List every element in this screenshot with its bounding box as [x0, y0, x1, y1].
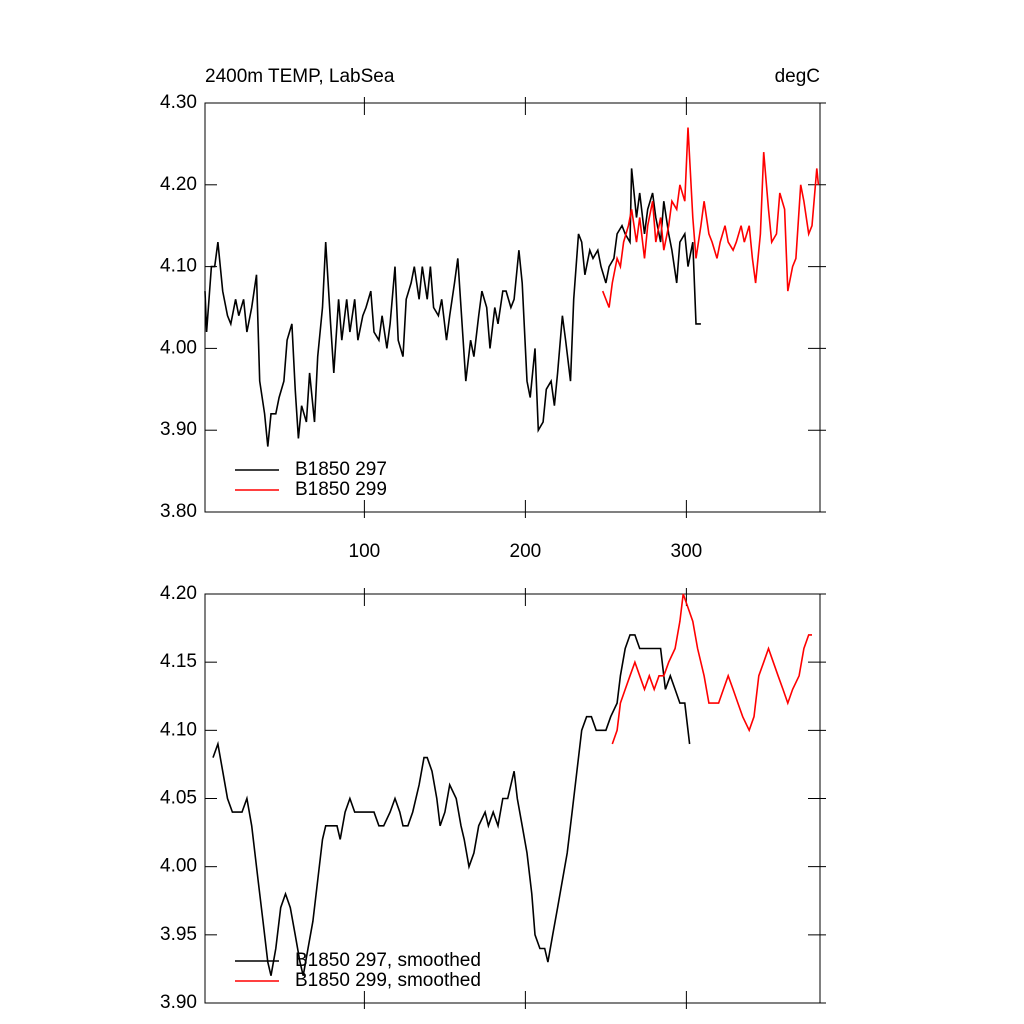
- y-tick-label: 4.00: [160, 337, 197, 358]
- y-tick-label: 4.20: [160, 583, 197, 604]
- y-tick-label: 4.20: [160, 174, 197, 195]
- data-line: [601, 127, 820, 308]
- x-tick-label: 100: [349, 541, 381, 562]
- y-tick-label: 3.80: [160, 501, 197, 522]
- data-line: [212, 634, 691, 976]
- plot-frame: [204, 102, 821, 513]
- legend-label: B1850 297, smoothed: [295, 950, 481, 971]
- plot-frame: [204, 593, 821, 1004]
- y-tick-label: 4.10: [160, 719, 197, 740]
- y-tick-label: 3.90: [160, 992, 197, 1013]
- y-tick-label: 4.05: [160, 788, 197, 809]
- y-tick-label: 4.00: [160, 856, 197, 877]
- x-tick-label: 200: [510, 541, 542, 562]
- data-line: [611, 593, 812, 745]
- y-tick-label: 3.90: [160, 419, 197, 440]
- legend-label: B1850 297: [295, 459, 387, 480]
- y-tick-label: 4.10: [160, 256, 197, 277]
- data-line: [204, 168, 701, 447]
- x-tick-label: 300: [671, 541, 703, 562]
- legend-label: B1850 299: [295, 479, 387, 500]
- y-tick-label: 4.15: [160, 651, 197, 672]
- legend-label: B1850 299, smoothed: [295, 970, 481, 991]
- y-tick-label: 3.95: [160, 924, 197, 945]
- y-tick-label: 4.30: [160, 92, 197, 113]
- chart-title: 2400m TEMP, LabSea: [205, 66, 395, 87]
- units-label: degC: [775, 66, 820, 87]
